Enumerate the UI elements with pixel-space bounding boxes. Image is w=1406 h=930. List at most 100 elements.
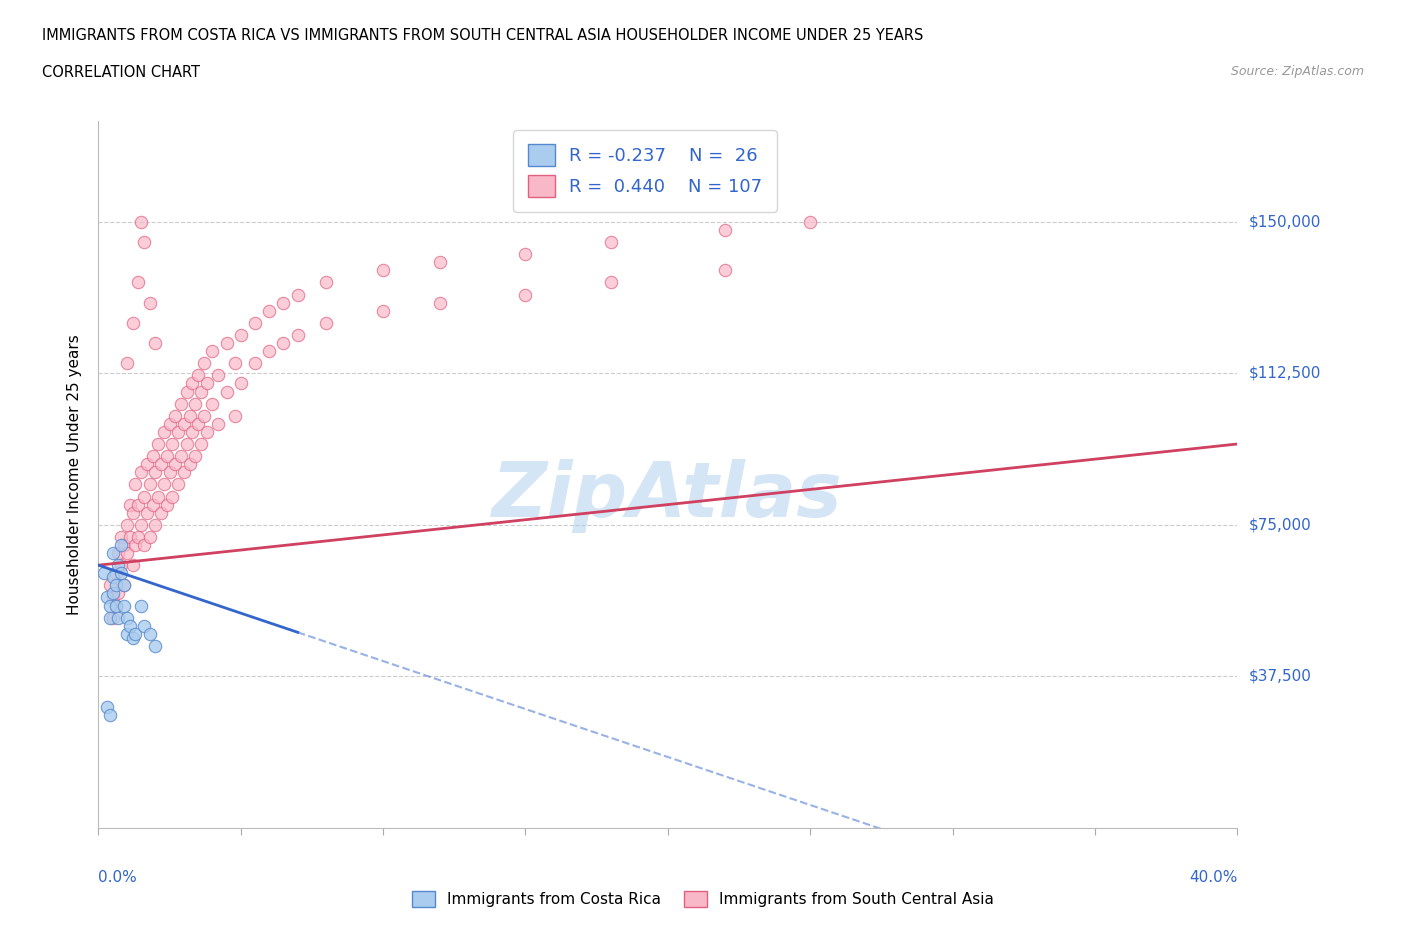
Point — [121, 315, 143, 330]
Point — [162, 489, 184, 504]
Point — [515, 246, 537, 261]
Point — [129, 598, 152, 613]
Point — [127, 529, 149, 544]
Point — [110, 558, 132, 573]
Point — [799, 215, 821, 230]
Point — [207, 368, 229, 383]
Point — [259, 344, 281, 359]
Point — [600, 234, 623, 249]
Point — [165, 457, 187, 472]
Text: CORRELATION CHART: CORRELATION CHART — [42, 65, 200, 80]
Point — [159, 465, 181, 480]
Point — [138, 295, 160, 310]
Point — [107, 586, 129, 601]
Point — [118, 618, 141, 633]
Point — [150, 505, 173, 520]
Y-axis label: Householder Income Under 25 years: Householder Income Under 25 years — [67, 334, 83, 615]
Point — [141, 498, 163, 512]
Point — [224, 356, 246, 371]
Point — [110, 538, 132, 552]
Point — [132, 234, 155, 249]
Point — [170, 448, 193, 463]
Point — [104, 578, 127, 592]
Point — [107, 558, 129, 573]
Point — [132, 618, 155, 633]
Point — [229, 376, 252, 391]
Point — [153, 424, 176, 439]
Point — [129, 517, 152, 532]
Point — [101, 570, 124, 585]
Point — [129, 215, 152, 230]
Point — [193, 356, 215, 371]
Point — [315, 275, 337, 290]
Point — [124, 538, 146, 552]
Point — [167, 477, 190, 492]
Point — [150, 457, 173, 472]
Point — [138, 627, 160, 642]
Point — [138, 529, 160, 544]
Point — [287, 287, 309, 302]
Point — [373, 263, 395, 278]
Point — [162, 436, 184, 451]
Point — [115, 610, 138, 625]
Point — [112, 578, 135, 592]
Point — [141, 448, 163, 463]
Point — [714, 263, 737, 278]
Point — [121, 505, 143, 520]
Point — [98, 707, 121, 722]
Point — [429, 255, 451, 270]
Point — [115, 627, 138, 642]
Point — [148, 436, 170, 451]
Point — [112, 538, 135, 552]
Point — [96, 590, 118, 604]
Point — [184, 396, 207, 411]
Point — [115, 546, 138, 561]
Point — [287, 327, 309, 342]
Text: $37,500: $37,500 — [1249, 669, 1312, 684]
Point — [138, 477, 160, 492]
Point — [215, 384, 238, 399]
Point — [176, 436, 198, 451]
Point — [112, 578, 135, 592]
Point — [181, 424, 204, 439]
Point — [315, 315, 337, 330]
Point — [148, 489, 170, 504]
Point — [170, 396, 193, 411]
Text: $112,500: $112,500 — [1249, 365, 1320, 380]
Point — [129, 465, 152, 480]
Point — [201, 396, 224, 411]
Point — [118, 529, 141, 544]
Point — [193, 408, 215, 423]
Point — [167, 424, 190, 439]
Point — [127, 498, 149, 512]
Point — [156, 498, 179, 512]
Point — [112, 598, 135, 613]
Point — [101, 610, 124, 625]
Legend: Immigrants from Costa Rica, Immigrants from South Central Asia: Immigrants from Costa Rica, Immigrants f… — [406, 884, 1000, 913]
Point — [176, 384, 198, 399]
Text: Source: ZipAtlas.com: Source: ZipAtlas.com — [1230, 65, 1364, 78]
Point — [96, 699, 118, 714]
Legend: R = -0.237    N =  26, R =  0.440    N = 107: R = -0.237 N = 26, R = 0.440 N = 107 — [513, 130, 778, 212]
Point — [243, 356, 266, 371]
Point — [101, 590, 124, 604]
Text: ZipAtlas: ZipAtlas — [492, 458, 844, 533]
Point — [179, 457, 201, 472]
Point — [127, 275, 149, 290]
Point — [132, 538, 155, 552]
Point — [190, 436, 212, 451]
Point — [201, 344, 224, 359]
Text: 0.0%: 0.0% — [98, 870, 138, 885]
Point — [107, 610, 129, 625]
Point — [118, 498, 141, 512]
Point — [145, 336, 167, 351]
Point — [224, 408, 246, 423]
Point — [195, 424, 218, 439]
Point — [110, 529, 132, 544]
Point — [259, 303, 281, 318]
Point — [145, 639, 167, 654]
Point — [207, 417, 229, 432]
Point — [159, 417, 181, 432]
Point — [173, 417, 195, 432]
Point — [145, 517, 167, 532]
